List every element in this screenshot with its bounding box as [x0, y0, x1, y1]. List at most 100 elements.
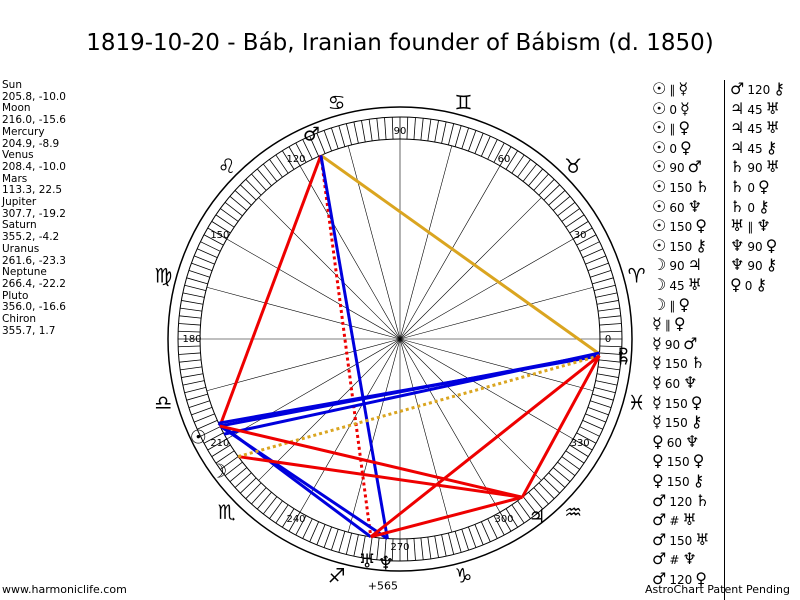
website-footer-link[interactable]: www.harmoniclife.com	[2, 583, 127, 596]
aspect-type: 150	[669, 220, 693, 235]
aspect-entry: ☿ 150 ⚷	[652, 411, 702, 432]
aspect-planet-a-icon: ♂	[652, 490, 667, 510]
aspect-type: 0	[747, 200, 755, 215]
degree-tick	[288, 146, 301, 166]
aspect-planet-b-icon: ♄	[695, 490, 710, 510]
degree-tick	[184, 284, 207, 292]
aspect-type: 0	[744, 279, 753, 293]
zodiac-sign-icon: ♈	[628, 264, 646, 288]
wheel-extra-label: +565	[368, 579, 398, 592]
aspect-planet-b-icon: ♅	[765, 118, 780, 138]
degree-tick	[211, 444, 231, 457]
aspect-line	[319, 155, 373, 538]
spoke-line	[399, 338, 574, 440]
degree-tick	[345, 532, 353, 555]
degree-tick	[309, 521, 320, 542]
aspect-entry: ☉ 0 ♀	[652, 137, 692, 158]
aspect-planet-b-icon: ♄	[690, 353, 706, 373]
degree-tick	[461, 529, 469, 551]
aspect-type: 90	[747, 161, 763, 176]
planet-name: Jupiter	[2, 196, 37, 209]
aspect-planet-b-icon: ⚷	[695, 235, 707, 255]
zodiac-sign-icon: ♏	[218, 500, 236, 524]
degree-tick	[180, 307, 203, 312]
degree-tick	[474, 133, 484, 154]
zodiac-sign-icon: ♉	[564, 154, 582, 178]
aspect-planet-a-icon: ☿	[652, 412, 662, 432]
degree-tick	[561, 208, 580, 222]
aspect-type: 0	[669, 141, 677, 156]
degree-tick	[454, 125, 462, 147]
degree-tick	[538, 482, 555, 499]
degree-tick	[197, 248, 218, 259]
degree-tick	[599, 330, 622, 333]
aspect-planet-b-icon: ⚷	[692, 471, 705, 490]
aspect-entry: ♃ 45 ♅	[730, 117, 780, 138]
degree-tick	[593, 284, 616, 292]
degree-tick	[256, 168, 272, 187]
spoke-line	[399, 338, 501, 513]
aspect-planet-b-icon: ♀	[695, 216, 707, 236]
aspect-entry: ♄ 0 ♀	[730, 176, 770, 197]
planet-name: Mars	[2, 172, 28, 185]
aspect-planet-a-icon: ♂	[652, 569, 667, 588]
aspect-entry: ☿ 90 ♂	[652, 333, 697, 354]
spoke-line	[258, 338, 401, 481]
degree-tick	[543, 477, 560, 494]
degree-tick	[569, 221, 589, 234]
degree-tick	[552, 467, 571, 483]
planet-name: Chiron	[2, 313, 37, 326]
spoke-line	[399, 238, 574, 340]
aspect-planet-a-icon: ♃	[730, 118, 745, 138]
degree-tick	[517, 159, 531, 178]
degree-tick	[256, 491, 272, 510]
degree-tick	[384, 117, 387, 140]
spoke-line	[206, 338, 401, 392]
spoke-line	[226, 338, 401, 440]
degree-tick	[517, 500, 531, 519]
aspect-line	[223, 351, 600, 436]
spoke-line	[299, 165, 401, 340]
degree-tick	[376, 537, 380, 560]
aspect-type: ∥	[669, 83, 676, 97]
aspect-planet-b-icon: ☿	[678, 79, 689, 98]
aspect-line	[218, 154, 323, 427]
spoke-line	[399, 197, 542, 340]
aspect-entry: ♀ 150 ♀	[652, 450, 704, 471]
degree-tick	[182, 292, 205, 298]
degree-tick	[595, 380, 618, 386]
degree-tick	[234, 190, 252, 206]
degree-tick	[582, 248, 603, 259]
aspect-type: 150	[669, 239, 693, 254]
planet-coordinates: 205.8, -10.0	[2, 90, 66, 103]
aspect-planet-a-icon: ♀	[730, 275, 742, 294]
spoke-line	[399, 286, 594, 340]
aspect-type: 90	[747, 239, 763, 254]
aspect-type: 45	[747, 122, 763, 137]
aspect-line	[369, 354, 601, 539]
aspect-entry: ♄ 0 ⚷	[730, 196, 770, 217]
planet-coordinates: 356.0, -16.6	[2, 301, 66, 314]
degree-tick	[548, 190, 566, 206]
aspect-planet-b-icon: ♆	[683, 373, 698, 392]
aspect-planet-a-icon: ☉	[652, 216, 667, 236]
degree-label: 60	[498, 154, 511, 165]
planet-glyph-icon: ♇	[615, 345, 632, 367]
aspect-planet-a-icon: ☉	[652, 235, 667, 255]
degree-tick	[573, 227, 593, 240]
degree-tick	[184, 386, 207, 394]
aspect-planet-a-icon: ♂	[652, 529, 667, 549]
degree-tick	[565, 214, 585, 228]
aspect-planet-b-icon: ♀	[678, 294, 691, 314]
aspect-planet-a-icon: ☉	[652, 177, 667, 196]
aspect-entry: ☽ 45 ♅	[652, 274, 702, 295]
aspect-entry: ♀ 60 ♆	[652, 431, 699, 452]
degree-tick	[493, 515, 505, 536]
aspect-planet-a-icon: ☽	[652, 255, 667, 275]
aspect-planet-b-icon: ♅	[682, 510, 697, 530]
aspect-planet-b-icon: ⚷	[757, 196, 770, 216]
aspect-entry: ☉ 150 ♀	[652, 215, 707, 236]
degree-tick	[585, 255, 606, 265]
aspect-type: 150	[666, 475, 690, 489]
degree-tick	[368, 119, 373, 142]
